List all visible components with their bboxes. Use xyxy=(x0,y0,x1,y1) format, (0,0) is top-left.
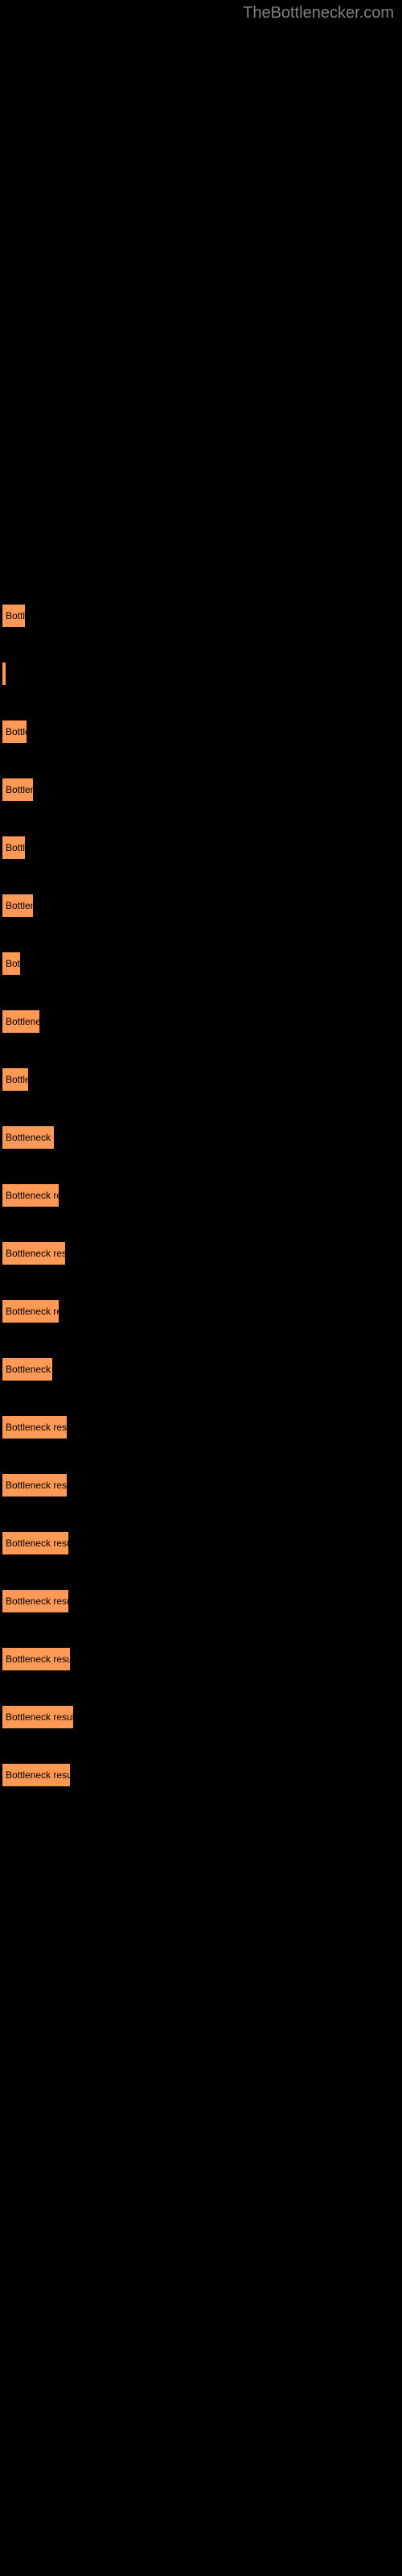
chart-bar: Bottleneck result xyxy=(2,1705,74,1729)
chart-bar: Bottlen xyxy=(2,1067,29,1092)
bar-row: Bottleneck xyxy=(2,1009,402,1034)
bar-chart: Bottl B Bottle Bottlene Bottle Bottlene Bot Bot… xyxy=(0,0,402,1787)
chart-bar: Bottleneck resu xyxy=(2,1183,59,1208)
bar-label: Bottleneck result xyxy=(6,1653,71,1665)
chart-bar: Bottleneck xyxy=(2,1009,40,1034)
chart-bar: B xyxy=(2,662,6,686)
bar-label: Bottleneck result xyxy=(6,1480,68,1491)
bar-row: Bottleneck result xyxy=(2,1531,402,1555)
bar-label: Bottleneck result xyxy=(6,1538,69,1549)
chart-bar: Bottlene xyxy=(2,894,34,918)
chart-bar: Bottleneck result xyxy=(2,1415,68,1439)
bar-row: Bot xyxy=(2,952,402,976)
bar-label: Bottleneck res xyxy=(6,1132,55,1143)
bar-label: Bottleneck result xyxy=(6,1769,71,1781)
chart-bar: Bottleneck result xyxy=(2,1241,66,1265)
bar-row: Bottl xyxy=(2,604,402,628)
bar-label: Bottle xyxy=(6,842,26,853)
bar-row: Bottleneck result xyxy=(2,1241,402,1265)
bar-label: Bottleneck result xyxy=(6,1596,69,1607)
bar-label: Bottleneck resu xyxy=(6,1190,59,1201)
chart-bar: Bottleneck result xyxy=(2,1531,69,1555)
bar-label: Bottleneck resul xyxy=(6,1306,59,1317)
bar-row: Bottlene xyxy=(2,778,402,802)
bar-row: Bottleneck result xyxy=(2,1705,402,1729)
bar-label: Bottleneck xyxy=(6,1016,40,1027)
bar-row: Bottleneck result xyxy=(2,1473,402,1497)
chart-bar: Bot xyxy=(2,952,21,976)
chart-bar: Bottleneck result xyxy=(2,1589,69,1613)
chart-bar: Bottleneck result xyxy=(2,1763,71,1787)
bar-label: Bot xyxy=(6,958,20,969)
chart-bar: Bottleneck result xyxy=(2,1473,68,1497)
bar-row: Bottle xyxy=(2,836,402,860)
bar-label: Bottlen xyxy=(6,1074,29,1085)
bar-row: Bottleneck res xyxy=(2,1125,402,1150)
bar-row: Bottleneck result xyxy=(2,1589,402,1613)
chart-bar: Bottl xyxy=(2,604,26,628)
bar-row: Bottleneck result xyxy=(2,1415,402,1439)
chart-bar: Bottleneck re xyxy=(2,1357,53,1381)
bar-row: B xyxy=(2,662,402,686)
bar-label: Bottlene xyxy=(6,784,34,795)
bar-label: Bottleneck result xyxy=(6,1248,66,1259)
bar-row: Bottleneck resu xyxy=(2,1183,402,1208)
chart-bar: Bottle xyxy=(2,836,26,860)
chart-bar: Bottleneck resul xyxy=(2,1299,59,1323)
bar-label: Bottle xyxy=(6,726,27,737)
bar-row: Bottle xyxy=(2,720,402,744)
chart-bar: Bottle xyxy=(2,720,27,744)
chart-bar: Bottleneck res xyxy=(2,1125,55,1150)
bar-row: Bottleneck result xyxy=(2,1763,402,1787)
bar-row: Bottleneck result xyxy=(2,1647,402,1671)
bar-label: Bottlene xyxy=(6,900,34,911)
bar-row: Bottlene xyxy=(2,894,402,918)
bar-row: Bottleneck resul xyxy=(2,1299,402,1323)
bar-row: Bottleneck re xyxy=(2,1357,402,1381)
watermark-text: TheBottlenecker.com xyxy=(243,4,394,23)
chart-bar: Bottleneck result xyxy=(2,1647,71,1671)
bar-label: Bottleneck result xyxy=(6,1422,68,1433)
bar-label: Bottl xyxy=(6,610,25,621)
bar-label: Bottleneck re xyxy=(6,1364,53,1375)
chart-bar: Bottlene xyxy=(2,778,34,802)
bar-label: Bottleneck result xyxy=(6,1711,74,1723)
bar-row: Bottlen xyxy=(2,1067,402,1092)
